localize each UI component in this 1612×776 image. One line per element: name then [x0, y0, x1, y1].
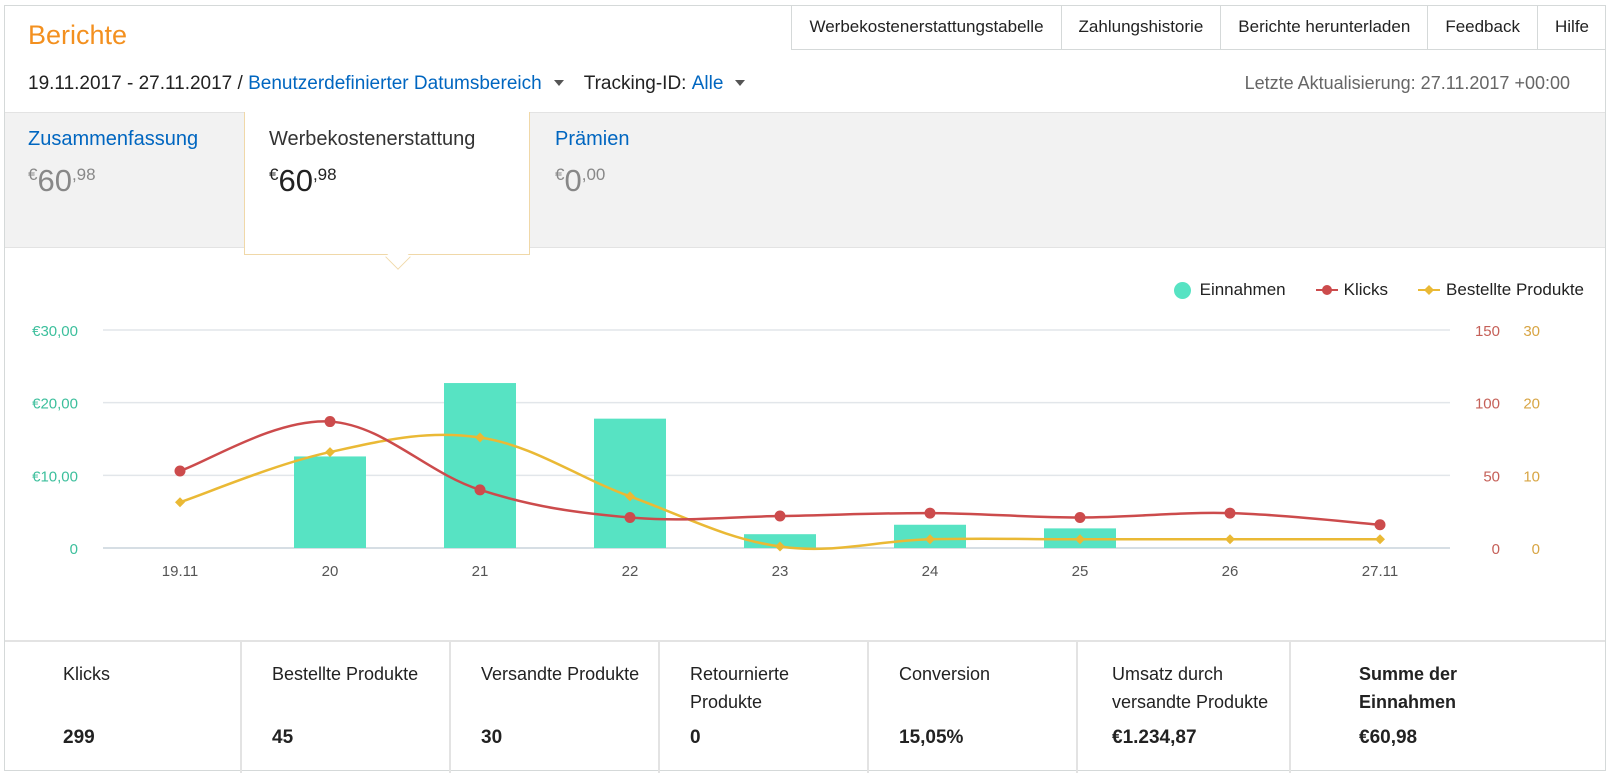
- metric-label: Summe der Einnahmen: [1359, 664, 1458, 712]
- tab-ad-fees-amount: €60,98: [269, 163, 337, 198]
- legend-label: Einnahmen: [1199, 280, 1286, 299]
- bar-earnings: [294, 456, 366, 548]
- point-clicks: [774, 510, 786, 522]
- metric-value: 0: [690, 727, 701, 748]
- point-ordered-products: [1375, 534, 1385, 545]
- metric-ordered-products: Bestellte Produkte 45: [242, 642, 451, 773]
- left-axis-tick-label: €10,00: [32, 468, 78, 485]
- nav-help[interactable]: Hilfe: [1554, 17, 1589, 36]
- x-axis-tick-label: 19.11: [162, 563, 198, 580]
- metric-label: Retournierte Produkte: [690, 664, 790, 712]
- legend-item-ordered-products[interactable]: Bestellte Produkte: [1418, 280, 1584, 300]
- legend-label: Bestellte Produkte: [1446, 280, 1584, 299]
- tracking-id-chevron-down-icon[interactable]: [735, 80, 746, 86]
- x-axis-tick-label: 26: [1222, 563, 1239, 580]
- point-ordered-products: [775, 541, 785, 552]
- x-axis-tick-label: 27.11: [1362, 563, 1398, 580]
- nav-feedback[interactable]: Feedback: [1428, 5, 1538, 49]
- point-ordered-products: [475, 432, 485, 443]
- left-axis-tick-label: €20,00: [32, 396, 78, 413]
- metric-label: Versandte Produkte: [481, 664, 640, 684]
- x-axis-tick-label: 21: [472, 563, 489, 580]
- chart-legend: Einnahmen Klicks Bestellte Produkte: [1144, 280, 1584, 300]
- metric-label: Bestellte Produkte: [272, 664, 419, 684]
- last-update-text: Letzte Aktualisierung: 27.11.2017 +00:00: [1244, 73, 1570, 93]
- right-axis-orders-tick-label: 30: [1523, 323, 1540, 340]
- tab-bonuses-label: Prämien: [555, 128, 630, 150]
- right-axis-orders-tick-label: 20: [1523, 396, 1540, 413]
- bar-earnings: [444, 383, 516, 548]
- tab-ad-fees[interactable]: Werbekostenerstattung €60,98: [244, 112, 530, 255]
- date-range-text: 19.11.2017 - 27.11.2017 /: [28, 73, 243, 94]
- left-axis-tick-label: 0: [70, 541, 78, 558]
- metric-value: 45: [272, 727, 294, 748]
- nav-payment-history[interactable]: Zahlungshistorie: [1062, 5, 1222, 49]
- legend-circle-icon: [1173, 281, 1191, 299]
- metric-value: 30: [481, 727, 503, 748]
- nav-download-reports[interactable]: Berichte herunterladen: [1221, 5, 1429, 49]
- metric-shipped-revenue: Umsatz durch versandte Produkte €1.234,8…: [1078, 642, 1291, 773]
- metric-total-earnings: Summe der Einnahmen €60,98: [1291, 642, 1605, 773]
- metric-value: 299: [63, 727, 95, 748]
- x-axis-tick-label: 20: [322, 563, 339, 580]
- x-axis-tick-label: 25: [1072, 563, 1089, 580]
- right-axis-orders-tick-label: 0: [1532, 541, 1540, 558]
- metrics-row: Klicks 299 Bestellte Produkte 45 Versand…: [5, 640, 1605, 773]
- tab-ad-fees-label: Werbekostenerstattung: [269, 128, 476, 150]
- point-ordered-products: [325, 447, 335, 458]
- date-range-chevron-down-icon[interactable]: [553, 80, 564, 86]
- metric-conversion: Conversion 15,05%: [869, 642, 1078, 773]
- metric-label: Umsatz durch versandte Produkte: [1112, 664, 1269, 712]
- top-navigation: Werbekostenerstattungstabelle Zahlungshi…: [791, 5, 1606, 50]
- legend-label: Klicks: [1343, 280, 1389, 299]
- point-clicks: [1074, 511, 1086, 523]
- metric-value: €1.234,87: [1112, 727, 1197, 748]
- x-axis-tick-label: 22: [622, 563, 639, 580]
- tab-bonuses-amount: €0,00: [555, 163, 606, 198]
- tab-summary-amount: €60,98: [28, 163, 96, 198]
- tab-bonuses[interactable]: Prämien €0,00: [531, 112, 653, 248]
- legend-line-diamond-icon: [1418, 285, 1441, 295]
- metric-returned-products: Retournierte Produkte 0: [660, 642, 869, 773]
- bar-earnings: [594, 418, 666, 548]
- point-clicks: [324, 416, 336, 428]
- tab-summary-label: Zusammenfassung: [28, 128, 199, 150]
- metric-clicks: Klicks 299: [5, 642, 242, 773]
- tab-summary[interactable]: Zusammenfassung €60,98: [4, 112, 222, 248]
- metric-value: €60,98: [1359, 727, 1418, 748]
- tracking-id-dropdown[interactable]: Alle: [691, 73, 724, 94]
- right-axis-orders-tick-label: 10: [1523, 468, 1540, 485]
- legend-line-dot-icon: [1315, 285, 1338, 295]
- metric-shipped-products: Versandte Produkte 30: [451, 642, 660, 773]
- point-clicks: [924, 507, 936, 519]
- tracking-id-label: Tracking-ID:: [583, 73, 687, 94]
- metric-label: Conversion: [899, 664, 991, 684]
- nav-ad-fee-table[interactable]: Werbekostenerstattungstabelle: [792, 5, 1062, 49]
- right-axis-clicks-tick-label: 100: [1475, 396, 1500, 413]
- point-clicks: [174, 465, 186, 477]
- x-axis-tick-label: 24: [922, 563, 939, 580]
- metric-label: Klicks: [63, 664, 111, 684]
- left-axis-tick-label: €30,00: [32, 323, 78, 340]
- point-ordered-products: [1075, 534, 1085, 545]
- legend-item-earnings[interactable]: Einnahmen: [1173, 280, 1286, 300]
- point-ordered-products: [1225, 534, 1235, 545]
- point-ordered-products: [625, 491, 635, 502]
- right-axis-clicks-tick-label: 150: [1475, 323, 1500, 340]
- x-axis-tick-label: 23: [772, 563, 789, 580]
- filter-bar: 19.11.2017 - 27.11.2017 / Benutzerdefini…: [28, 73, 765, 95]
- date-range-dropdown[interactable]: Benutzerdefinierter Datumsbereich: [248, 73, 542, 94]
- point-ordered-products: [925, 534, 935, 545]
- right-axis-clicks-tick-label: 0: [1492, 541, 1500, 558]
- right-axis-clicks-tick-label: 50: [1483, 468, 1500, 485]
- point-clicks: [1374, 519, 1386, 531]
- earnings-chart: 0 €10,00 €20,00 €30,00 0 50 100 150 0 10 20 30 19.11…: [32, 323, 1540, 580]
- point-clicks: [1224, 507, 1236, 519]
- metric-value: 15,05%: [899, 727, 964, 748]
- point-clicks: [624, 511, 636, 523]
- point-ordered-products: [175, 497, 185, 508]
- point-clicks: [474, 484, 486, 496]
- legend-item-clicks[interactable]: Klicks: [1315, 280, 1389, 300]
- page-title: Berichte: [28, 20, 128, 50]
